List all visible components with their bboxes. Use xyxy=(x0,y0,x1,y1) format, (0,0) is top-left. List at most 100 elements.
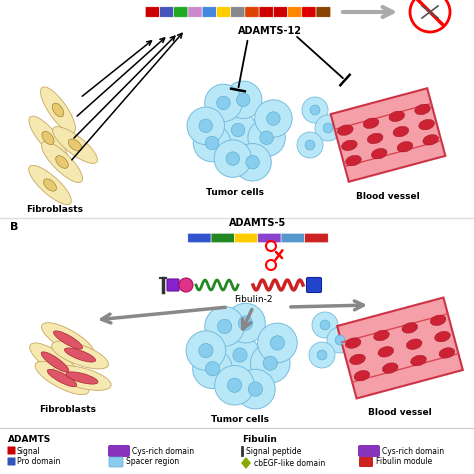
FancyBboxPatch shape xyxy=(302,7,317,17)
Circle shape xyxy=(246,155,259,169)
Text: ADAMTS-5: ADAMTS-5 xyxy=(229,218,287,228)
Circle shape xyxy=(309,342,335,368)
Text: Spacer region: Spacer region xyxy=(126,457,179,466)
Circle shape xyxy=(187,107,225,145)
FancyBboxPatch shape xyxy=(358,445,380,457)
FancyBboxPatch shape xyxy=(273,7,288,17)
Ellipse shape xyxy=(363,118,379,128)
Polygon shape xyxy=(42,142,82,182)
Circle shape xyxy=(317,350,327,360)
Circle shape xyxy=(234,144,271,181)
FancyBboxPatch shape xyxy=(188,7,203,17)
Polygon shape xyxy=(30,343,80,381)
Circle shape xyxy=(266,112,280,125)
Text: Fibulin: Fibulin xyxy=(242,435,277,444)
Text: Blood vessel: Blood vessel xyxy=(368,408,432,417)
FancyBboxPatch shape xyxy=(258,233,282,243)
Circle shape xyxy=(263,356,277,370)
Text: Fibulin-2: Fibulin-2 xyxy=(234,295,272,304)
Text: ADAMTS: ADAMTS xyxy=(8,435,51,444)
Polygon shape xyxy=(52,341,109,369)
Ellipse shape xyxy=(402,323,418,333)
FancyBboxPatch shape xyxy=(145,7,160,17)
Circle shape xyxy=(226,303,265,343)
Ellipse shape xyxy=(383,363,398,374)
Ellipse shape xyxy=(342,140,357,151)
FancyBboxPatch shape xyxy=(211,233,235,243)
Ellipse shape xyxy=(430,315,446,326)
Circle shape xyxy=(217,96,230,109)
Ellipse shape xyxy=(42,131,54,145)
FancyBboxPatch shape xyxy=(109,457,123,467)
Ellipse shape xyxy=(410,355,427,366)
FancyBboxPatch shape xyxy=(202,7,217,17)
Polygon shape xyxy=(42,323,94,357)
Circle shape xyxy=(237,93,250,107)
Circle shape xyxy=(323,123,333,133)
Ellipse shape xyxy=(52,103,64,117)
Circle shape xyxy=(214,140,252,177)
Polygon shape xyxy=(29,116,67,160)
Ellipse shape xyxy=(367,133,383,144)
Circle shape xyxy=(225,81,262,118)
FancyBboxPatch shape xyxy=(173,7,189,17)
FancyBboxPatch shape xyxy=(281,233,305,243)
Text: Signal peptide: Signal peptide xyxy=(246,447,301,456)
Ellipse shape xyxy=(393,126,409,137)
Ellipse shape xyxy=(406,339,422,349)
FancyBboxPatch shape xyxy=(288,7,302,17)
Ellipse shape xyxy=(439,347,455,358)
Text: Blood vessel: Blood vessel xyxy=(356,192,420,201)
Circle shape xyxy=(248,119,285,156)
Circle shape xyxy=(310,105,320,115)
Circle shape xyxy=(305,140,315,150)
Polygon shape xyxy=(41,87,75,133)
Circle shape xyxy=(199,119,212,133)
Ellipse shape xyxy=(55,155,68,168)
Circle shape xyxy=(179,278,193,292)
FancyBboxPatch shape xyxy=(159,7,174,17)
Circle shape xyxy=(236,369,275,409)
FancyBboxPatch shape xyxy=(234,233,258,243)
Polygon shape xyxy=(53,365,111,391)
Ellipse shape xyxy=(419,119,435,130)
Polygon shape xyxy=(331,88,446,182)
Circle shape xyxy=(218,319,232,334)
Text: cbEGF-like domain: cbEGF-like domain xyxy=(254,458,325,467)
Ellipse shape xyxy=(64,348,96,362)
Ellipse shape xyxy=(350,354,365,365)
Text: Fibulin module: Fibulin module xyxy=(376,457,432,466)
Text: B: B xyxy=(10,222,18,232)
Circle shape xyxy=(228,378,242,392)
Ellipse shape xyxy=(47,369,77,387)
FancyBboxPatch shape xyxy=(188,233,211,243)
Circle shape xyxy=(257,323,297,363)
Circle shape xyxy=(255,100,292,137)
Text: Cys-rich domain: Cys-rich domain xyxy=(132,447,194,456)
FancyBboxPatch shape xyxy=(359,457,373,467)
FancyBboxPatch shape xyxy=(259,7,274,17)
FancyBboxPatch shape xyxy=(167,279,179,291)
Circle shape xyxy=(199,344,213,358)
Ellipse shape xyxy=(44,179,56,191)
Circle shape xyxy=(231,123,245,137)
Circle shape xyxy=(219,111,257,149)
Circle shape xyxy=(215,365,254,405)
Circle shape xyxy=(205,362,219,376)
Ellipse shape xyxy=(397,142,413,152)
Circle shape xyxy=(205,84,242,122)
Ellipse shape xyxy=(54,331,82,349)
Circle shape xyxy=(205,307,245,346)
Polygon shape xyxy=(53,127,97,164)
FancyBboxPatch shape xyxy=(304,233,328,243)
Circle shape xyxy=(226,152,239,165)
Text: Signal: Signal xyxy=(17,447,41,456)
Ellipse shape xyxy=(68,139,82,151)
Circle shape xyxy=(270,336,284,350)
Ellipse shape xyxy=(378,346,394,357)
Ellipse shape xyxy=(354,371,370,381)
Circle shape xyxy=(302,97,328,123)
Circle shape xyxy=(250,344,290,383)
Ellipse shape xyxy=(371,148,387,159)
Text: Cys-rich domain: Cys-rich domain xyxy=(382,447,444,456)
